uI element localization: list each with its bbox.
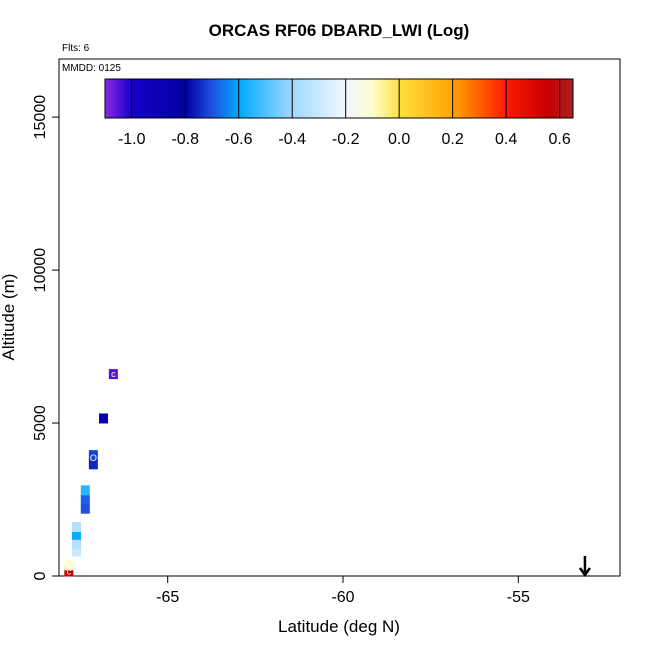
x-axis-label: Latitude (deg N) [278,617,400,636]
data-marker: c [67,566,72,576]
data-markers: c Oc [67,369,117,576]
data-cell [88,459,98,470]
colorbar-tick-label: -0.6 [225,131,253,148]
data-cell [64,566,74,577]
y-tick-label: 0 [32,571,49,580]
data-cell [64,560,74,571]
colorbar-tick-label: -1.0 [118,131,146,148]
x-tick-label: -65 [156,589,179,606]
data-cell [72,538,82,549]
data-marker: O [90,453,97,463]
data-cell [72,546,82,557]
x-tick-label: -55 [507,589,530,606]
chart-title: ORCAS RF06 DBARD_LWI (Log) [209,21,470,40]
x-axis: -65 -60 -55 [156,576,530,606]
y-axis: 0 5000 10000 15000 [32,95,59,580]
colorbar-tick-label: 0.2 [442,131,464,148]
colorbar-tick-label: 0.6 [549,131,571,148]
colorbar-tick-label: 0.4 [495,131,517,148]
x-tick-label: -60 [331,589,354,606]
data-cell [80,494,90,505]
data-cell [72,522,82,533]
arrow-head [578,567,591,578]
data-cell [80,485,90,496]
y-tick-label: 5000 [32,405,49,441]
colorbar: -1.0 -0.8 -0.6 -0.4 -0.2 0.0 0.2 0.4 0.6 [104,78,574,148]
data-cells [64,369,118,577]
plot-frame [58,58,621,577]
colorbar-tick-label: -0.4 [278,131,306,148]
flights-label: Flts: 6 [62,43,90,54]
colorbar-tick-label: -0.8 [171,131,199,148]
arrow-indicator [578,556,591,578]
data-marker: c [111,369,116,379]
y-tick-label: 10000 [32,248,49,293]
y-axis-label: Altitude (m) [0,274,18,361]
data-cell [80,503,90,514]
colorbar-tick-label: 0.0 [388,131,410,148]
data-cell [72,529,82,540]
colorbar-gradient [104,78,574,119]
data-cell [108,369,118,380]
y-tick-label: 15000 [32,95,49,140]
data-cell [99,413,109,424]
data-cell [88,450,98,461]
date-label: MMDD: 0125 [62,63,121,74]
colorbar-tick-label: -0.2 [332,131,360,148]
